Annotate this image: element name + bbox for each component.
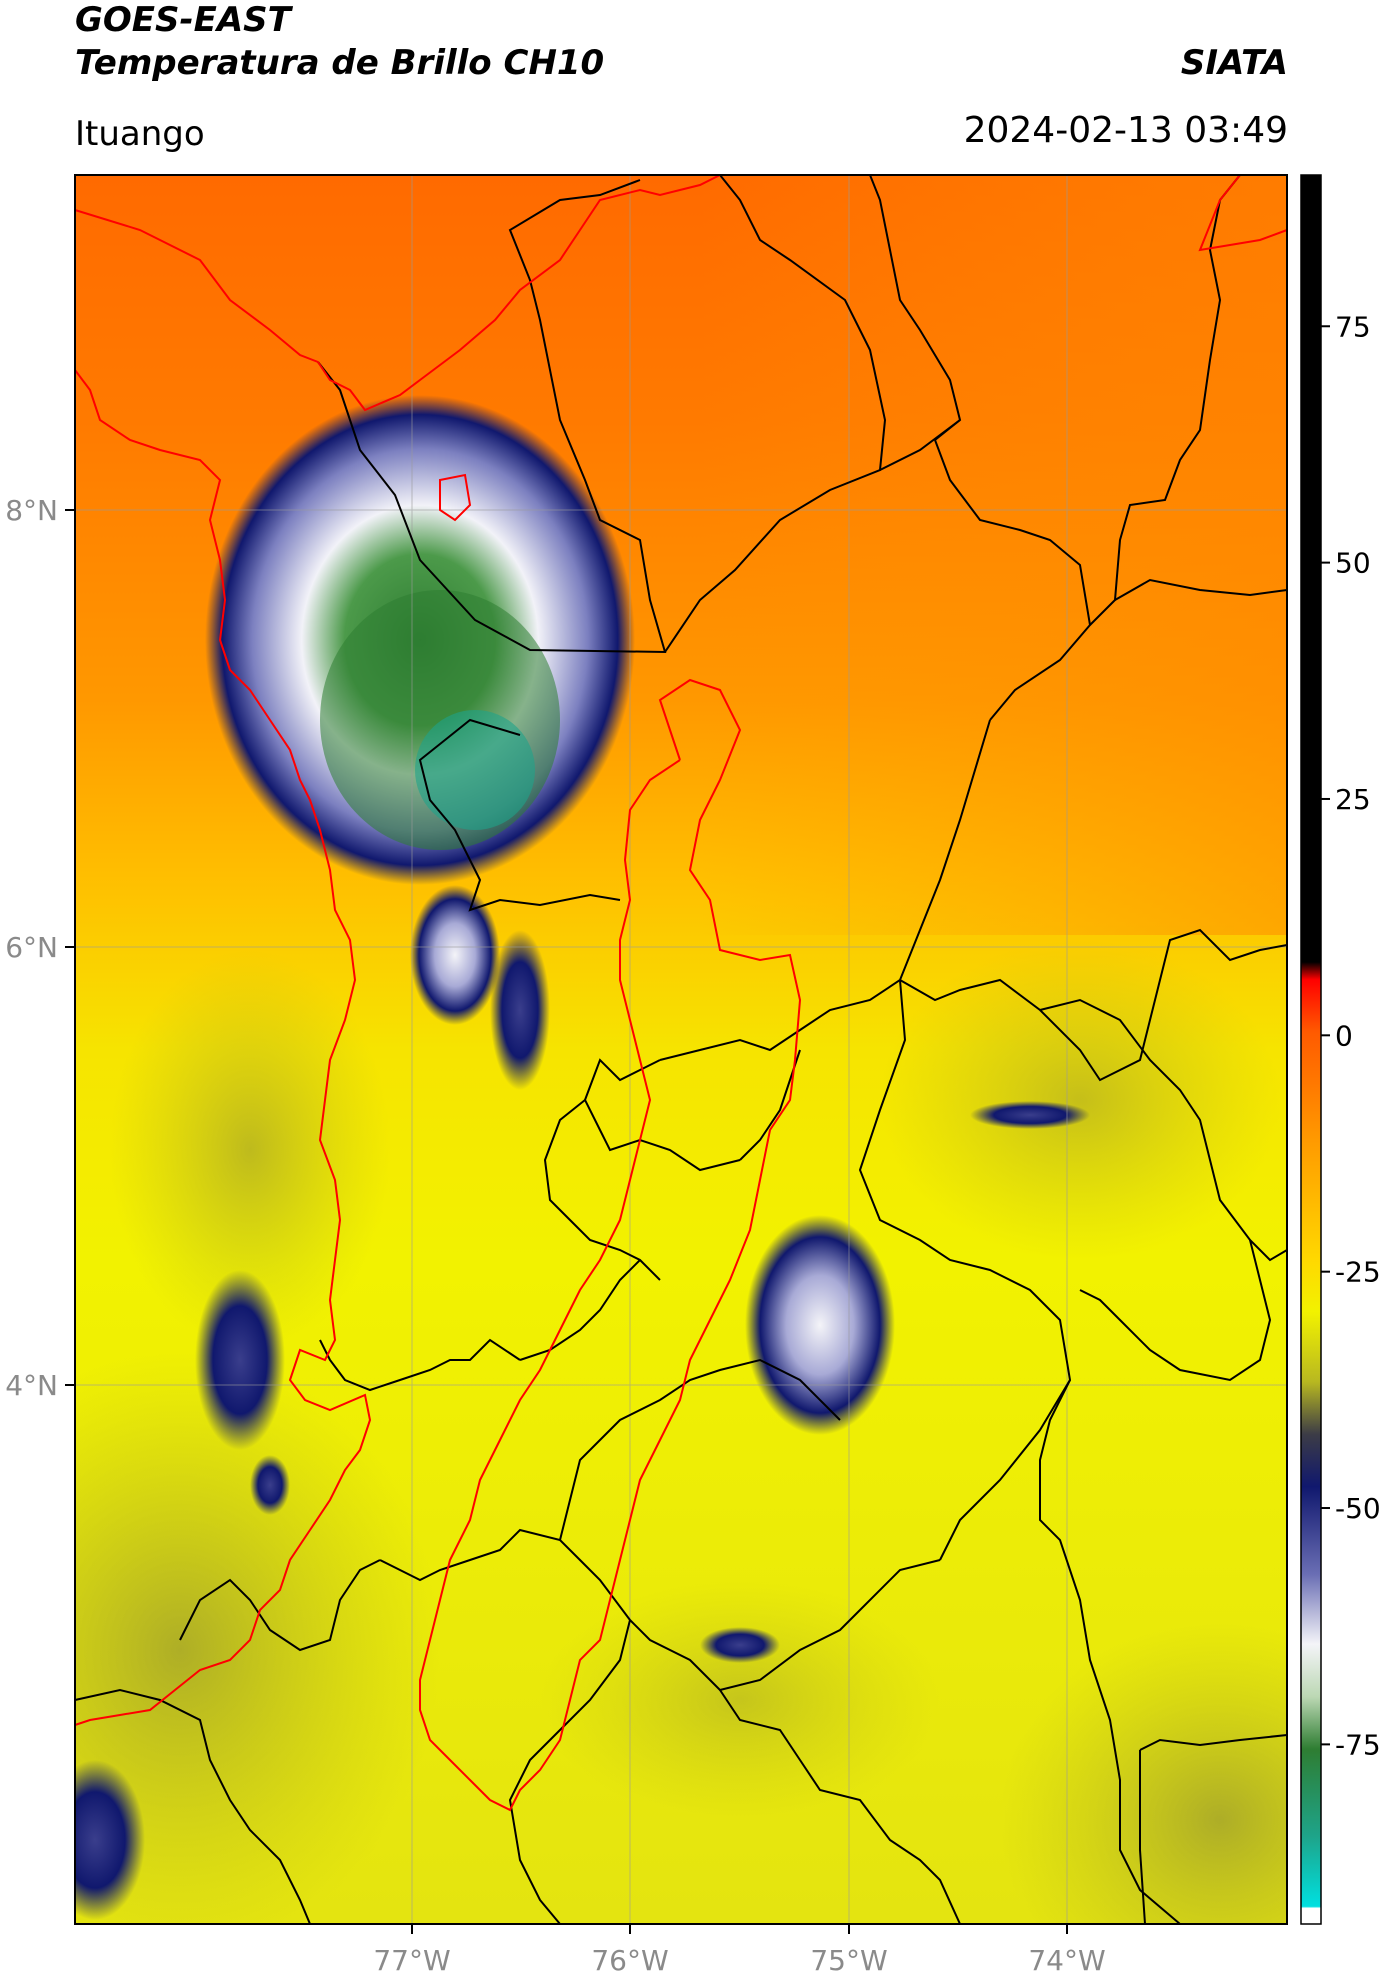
lon-tick-marks bbox=[411, 1924, 1068, 1934]
datetime-label: 2024-02-13 03:49 bbox=[963, 110, 1288, 151]
lon-tick-76w: 76°W bbox=[591, 1944, 668, 1977]
colorbar-tick-label: 0 bbox=[1335, 1019, 1353, 1052]
colorbar-tick-label: -50 bbox=[1335, 1492, 1381, 1525]
lon-tick-74w: 74°W bbox=[1028, 1944, 1105, 1977]
title-line-1: GOES-EAST bbox=[75, 0, 291, 40]
colorbar bbox=[1300, 174, 1322, 1925]
colorbar-tick-label: 75 bbox=[1335, 310, 1371, 343]
organization-label: SIATA bbox=[1180, 43, 1288, 83]
title-line-2: Temperatura de Brillo CH10 bbox=[75, 43, 605, 83]
red-borders bbox=[74, 174, 1288, 1812]
lat-tick-6n: 6°N bbox=[5, 931, 58, 964]
colorbar-ticks: 75 50 25 0 -25 -50 -75 bbox=[1321, 310, 1381, 1761]
lat-tick-8n: 8°N bbox=[5, 494, 58, 527]
map-frame bbox=[74, 174, 1288, 1925]
colorbar-tick-label: -25 bbox=[1335, 1256, 1381, 1289]
gridlines bbox=[75, 175, 1287, 1924]
lat-tick-marks bbox=[65, 509, 75, 1386]
map-imagery bbox=[75, 175, 1287, 1924]
colorbar-tick-label: 50 bbox=[1335, 547, 1371, 580]
colorbar-tick-label: -75 bbox=[1335, 1728, 1381, 1761]
lon-tick-75w: 75°W bbox=[810, 1944, 887, 1977]
region-label: Ituango bbox=[75, 114, 205, 154]
lon-tick-77w: 77°W bbox=[373, 1944, 450, 1977]
colorbar-tick-label: 25 bbox=[1335, 783, 1371, 816]
department-borders bbox=[74, 174, 1288, 1925]
lat-tick-4n: 4°N bbox=[5, 1369, 58, 1402]
